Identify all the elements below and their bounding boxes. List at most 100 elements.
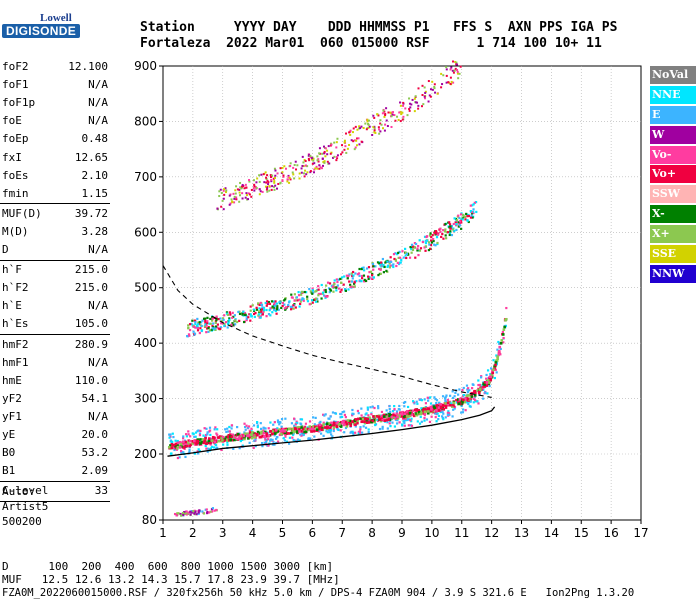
echo-point (360, 267, 363, 271)
echo-point (435, 409, 438, 412)
echo-point (427, 241, 431, 244)
echo-point (427, 100, 430, 103)
echo-point (277, 421, 280, 424)
echo-point (414, 95, 417, 98)
echo-point (436, 412, 439, 415)
echo-point (461, 400, 464, 404)
echo-point (173, 448, 176, 452)
echo-point (233, 436, 237, 439)
echo-point (224, 428, 227, 431)
echo-point (499, 353, 502, 356)
echo-point (444, 222, 447, 226)
echo-point (194, 435, 197, 438)
echo-point (266, 434, 269, 438)
echo-point (205, 324, 208, 327)
echo-point (396, 415, 399, 419)
echo-point (417, 245, 420, 248)
echo-point (208, 329, 212, 332)
echo-point (399, 261, 402, 264)
x-tick-label: 6 (309, 526, 317, 540)
echo-point (233, 438, 236, 442)
param-key: fxI (2, 150, 22, 164)
echo-point (412, 400, 415, 403)
echo-point (249, 305, 252, 308)
echo-point (208, 430, 211, 433)
echo-point (387, 418, 391, 421)
echo-point (404, 419, 407, 422)
echo-point (298, 177, 301, 180)
echo-point (228, 317, 231, 320)
echo-point (450, 66, 453, 69)
param-value: 215.0 (74, 281, 108, 295)
echo-point (202, 512, 206, 515)
echo-point (418, 398, 422, 401)
echo-point (306, 298, 309, 301)
echo-point (437, 414, 441, 418)
echo-point (397, 251, 400, 255)
echo-point (439, 406, 443, 410)
echo-point (463, 400, 466, 403)
echo-point (338, 423, 341, 426)
echo-point (223, 324, 226, 327)
echo-point (267, 434, 271, 437)
echo-point (277, 308, 280, 311)
echo-point (411, 409, 415, 413)
echo-point (197, 323, 200, 326)
echo-point (289, 178, 292, 181)
echo-point (298, 430, 301, 433)
echo-point (193, 452, 197, 455)
echo-point (306, 300, 310, 303)
echo-point (263, 435, 266, 438)
echo-point (404, 247, 407, 250)
echo-point (206, 321, 209, 325)
echo-point (256, 420, 259, 424)
echo-point (271, 306, 274, 310)
echo-point (266, 444, 269, 447)
echo-point (386, 125, 389, 128)
echo-point (262, 429, 265, 432)
echo-point (438, 401, 441, 404)
echo-point (304, 427, 307, 431)
echo-point (197, 441, 201, 445)
echo-point (248, 441, 251, 444)
echo-point (323, 289, 326, 292)
echo-point (341, 410, 344, 414)
echo-point (416, 247, 419, 250)
echo-point (246, 434, 249, 437)
echo-point (224, 191, 227, 194)
echo-point (391, 421, 394, 424)
echo-point (270, 188, 273, 191)
echo-point (273, 443, 276, 446)
param-key: yF2 (2, 391, 22, 405)
echo-point (477, 379, 480, 382)
echo-point (272, 423, 275, 426)
echo-point (348, 143, 351, 146)
echo-point (176, 456, 180, 460)
echo-point (318, 147, 321, 150)
echo-point (441, 415, 444, 418)
echo-point (275, 308, 279, 311)
echo-point (388, 260, 391, 263)
echo-point (358, 125, 361, 128)
echo-point (271, 438, 274, 442)
echo-point (322, 434, 325, 437)
echo-point (262, 426, 265, 429)
echo-point (471, 387, 474, 390)
echo-point (320, 297, 323, 300)
echo-point (206, 316, 209, 319)
echo-point (406, 418, 409, 422)
echo-point (312, 159, 315, 162)
echo-point (252, 179, 255, 182)
echo-point (283, 165, 286, 168)
echo-point (365, 128, 368, 131)
param-value: 1.15 (81, 186, 109, 200)
echo-point (483, 383, 486, 386)
echo-point (415, 413, 419, 417)
echo-point (284, 435, 287, 438)
echo-point (209, 433, 212, 437)
echo-point (373, 125, 376, 128)
echo-point (195, 324, 199, 327)
echo-point (441, 395, 445, 398)
echo-point (365, 267, 369, 270)
